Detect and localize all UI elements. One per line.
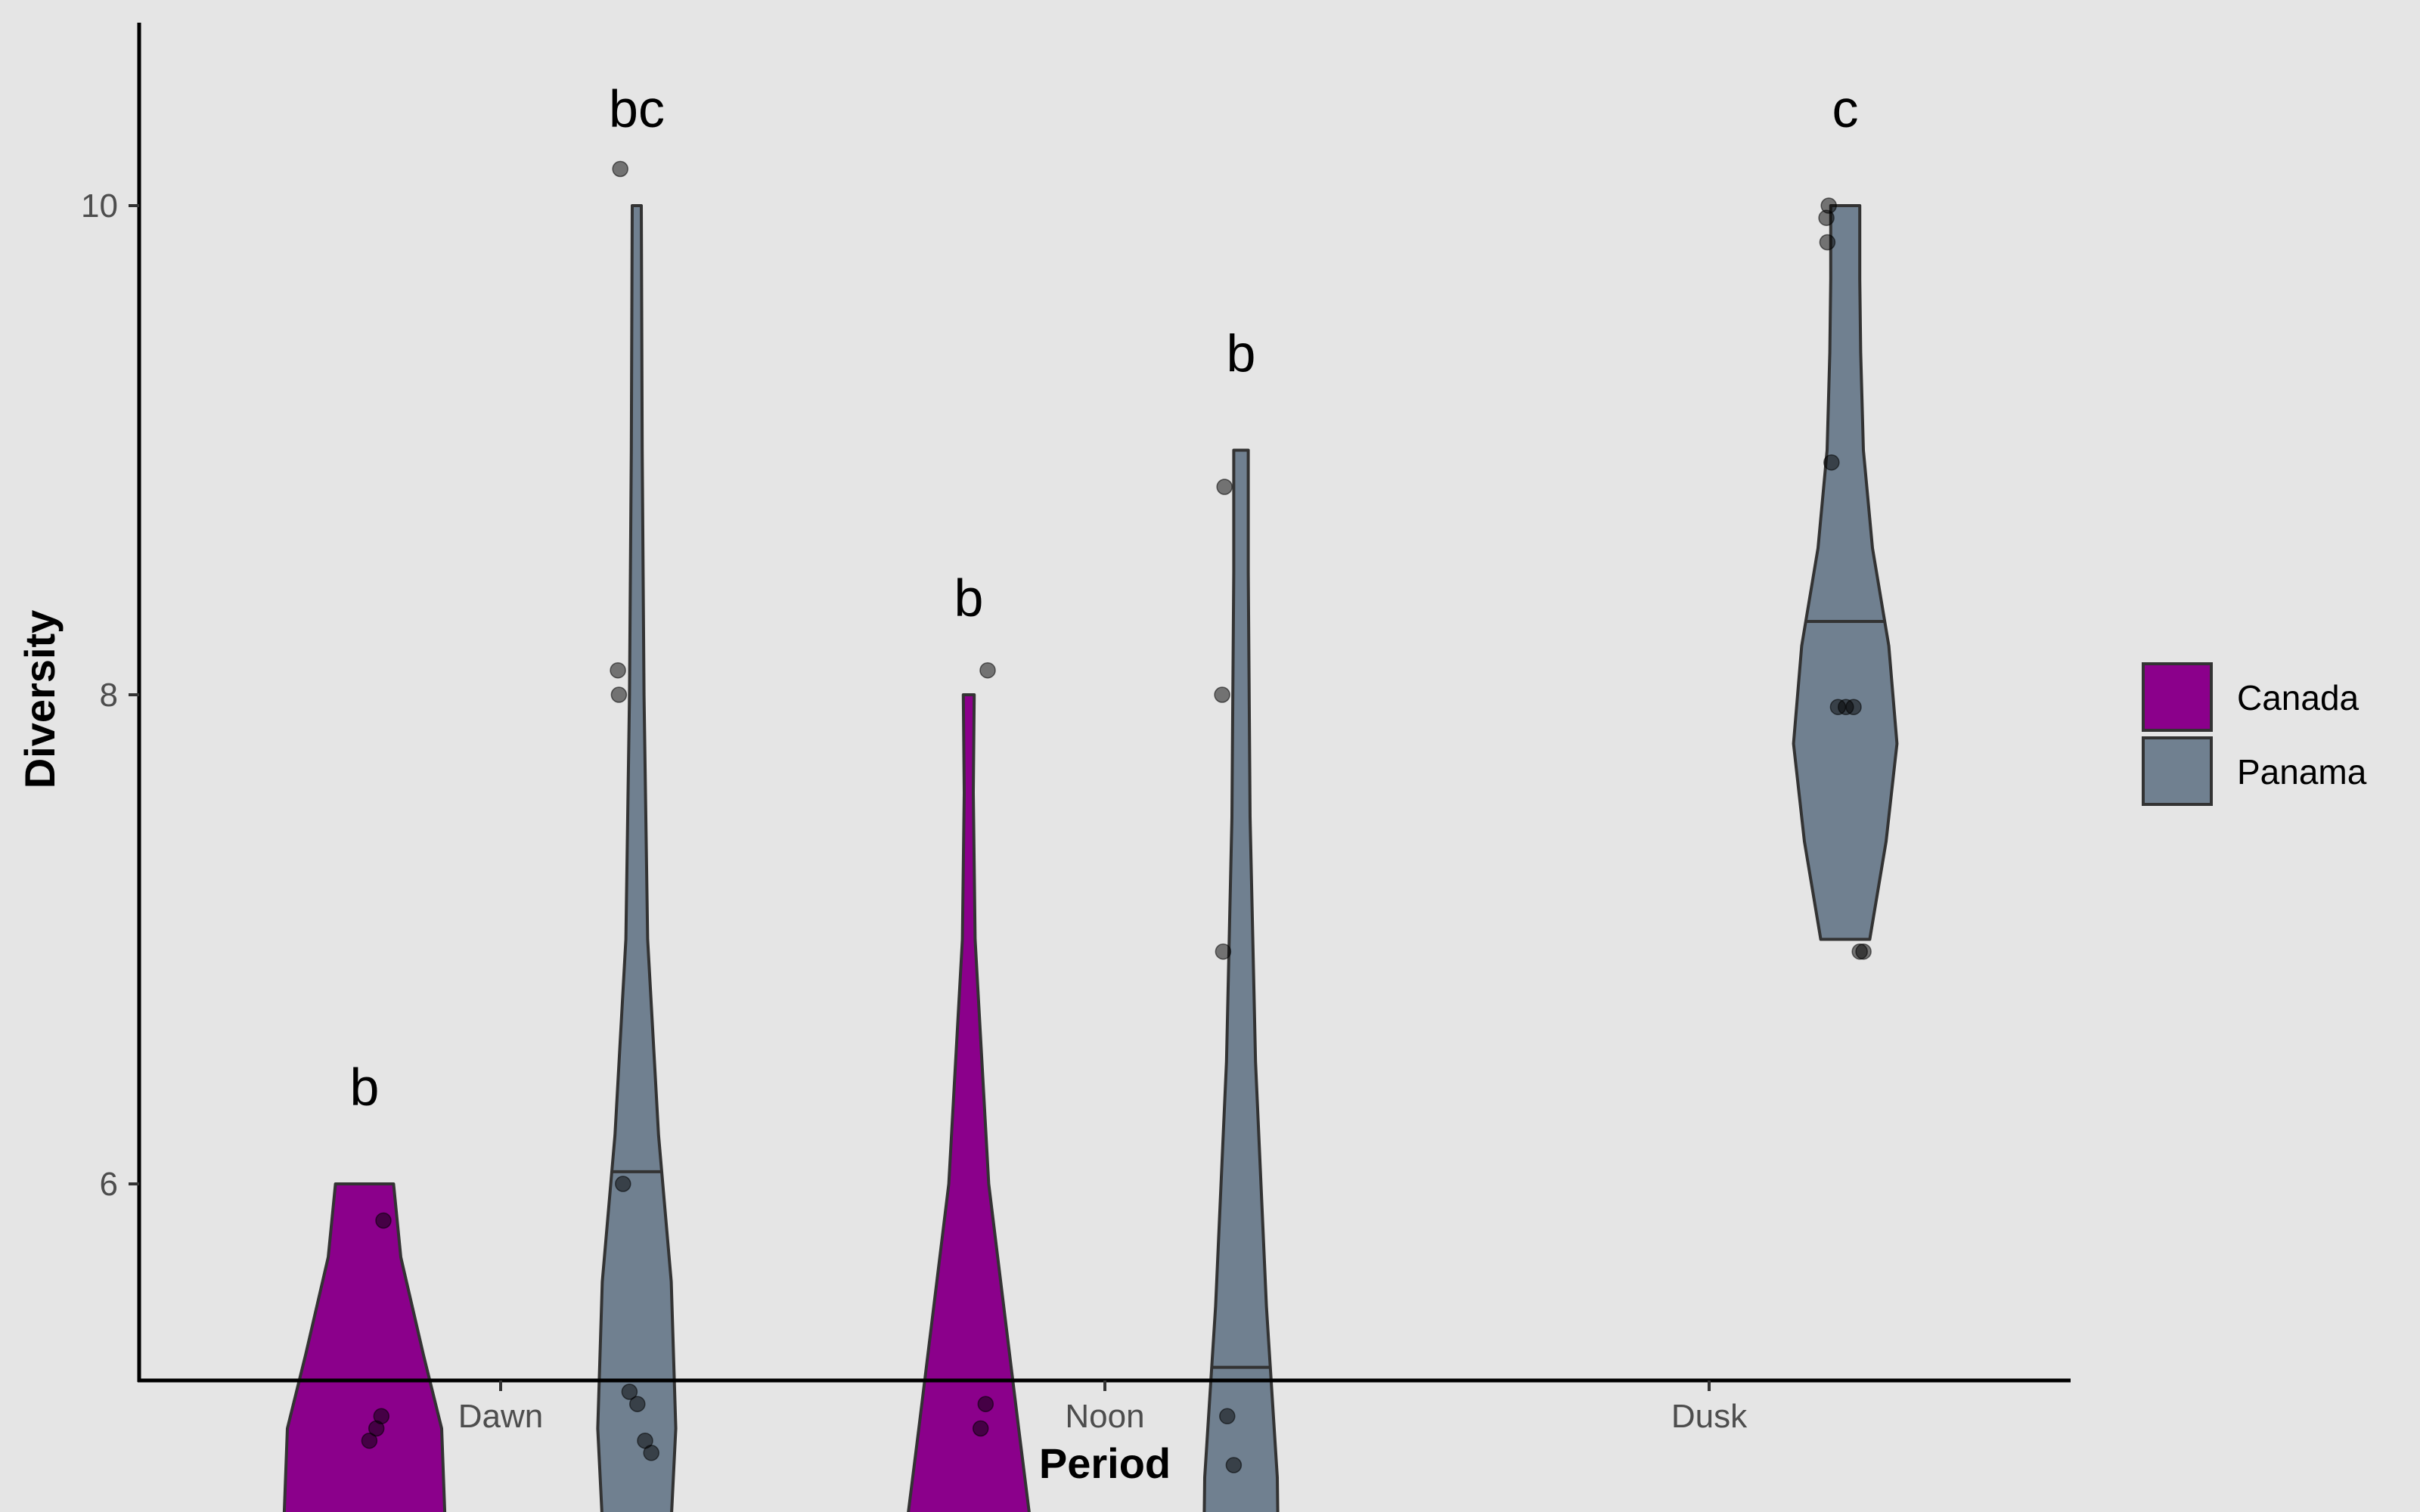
y-tick-label: 8 <box>100 677 118 714</box>
data-point-canada-noon <box>972 1420 989 1437</box>
significance-letter-panama-noon: b <box>1227 324 1256 383</box>
data-point-panama-dawn <box>610 662 626 679</box>
data-point-panama-dawn <box>629 1396 646 1412</box>
data-point-panama-dusk <box>1820 197 1837 214</box>
data-point-panama-noon <box>1216 479 1233 495</box>
data-point-canada-dawn <box>373 1408 390 1425</box>
data-point-panama-noon <box>1225 1457 1243 1473</box>
significance-letter-canada-dawn: b <box>350 1058 380 1117</box>
legend-label-panama: Panama <box>2237 752 2367 792</box>
data-point-panama-dusk <box>1829 699 1847 715</box>
data-point-canada-noon <box>977 1396 994 1412</box>
data-point-panama-noon <box>1214 686 1230 703</box>
violin-panama-noon <box>1202 448 1280 1512</box>
data-point-canada-dawn <box>361 1432 378 1449</box>
data-point-panama-dawn <box>621 1383 638 1400</box>
data-point-panama-dawn <box>612 160 628 178</box>
legend-swatch-panama <box>2142 736 2213 806</box>
x-tick-label-dusk: Dusk <box>1671 1398 1748 1435</box>
significance-letter-panama-dawn: bc <box>609 79 665 138</box>
data-point-panama-noon <box>1219 1408 1236 1425</box>
y-tick-label: 10 <box>81 187 118 225</box>
data-point-canada-noon <box>979 662 996 679</box>
data-point-panama-dusk <box>1819 234 1836 251</box>
x-axis-title: Period <box>1039 1439 1171 1487</box>
data-point-panama-dawn <box>637 1432 653 1449</box>
data-point-panama-noon <box>1215 943 1232 960</box>
data-point-panama-dusk <box>1851 943 1868 960</box>
y-axis-title: Diversity <box>16 610 64 789</box>
data-point-panama-dawn <box>615 1176 631 1192</box>
legend-swatch-canada <box>2142 662 2213 732</box>
data-point-panama-dawn <box>610 686 628 703</box>
data-point-canada-dawn <box>375 1212 392 1229</box>
significance-letter-canada-noon: b <box>954 569 984 627</box>
legend: Canada Panama <box>2142 662 2367 806</box>
legend-label-canada: Canada <box>2237 678 2360 717</box>
x-tick-label-noon: Noon <box>1065 1398 1144 1435</box>
violin-canada-noon <box>907 693 1031 1512</box>
significance-letter-panama-dusk: c <box>1832 79 1859 138</box>
y-tick-label: 6 <box>100 1166 118 1203</box>
x-tick-label-dawn: Dawn <box>458 1398 544 1435</box>
violin-canada-dawn <box>282 1182 447 1512</box>
data-point-panama-dusk <box>1823 454 1840 471</box>
